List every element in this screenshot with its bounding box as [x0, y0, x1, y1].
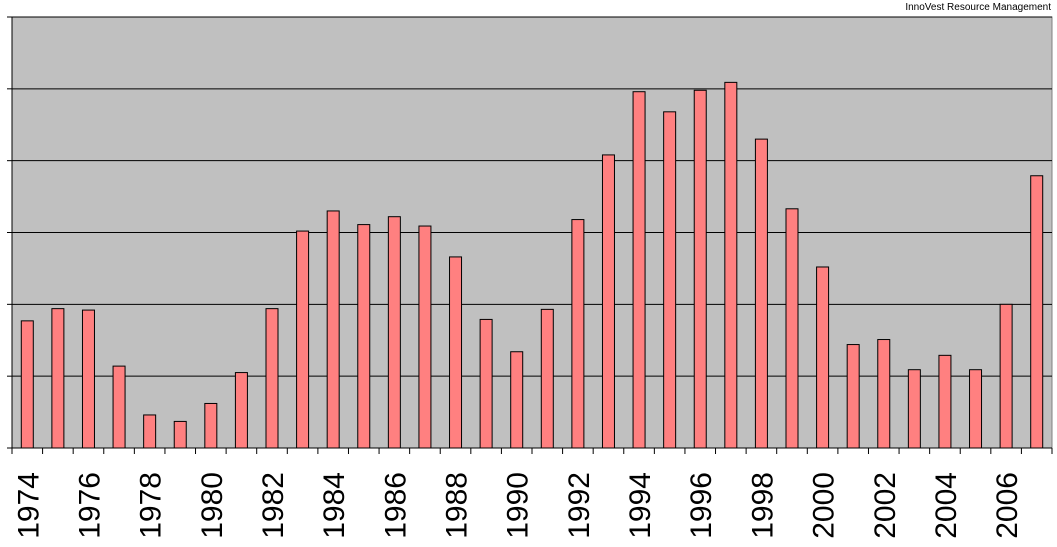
x-tick-label: 1982 [257, 472, 290, 539]
bar-1987 [418, 225, 432, 449]
bar-1980 [204, 402, 218, 449]
x-tick-label: 1978 [135, 472, 168, 539]
x-tick-label: 1976 [73, 472, 106, 539]
bar-1997 [724, 81, 738, 449]
bar-2007 [1030, 175, 1044, 449]
x-tick-label: 1988 [441, 472, 474, 539]
x-tick-label: 1986 [379, 472, 412, 539]
x-axis-labels: 1974 1976 1978 1980 1982 1984 1986 1988 1990 1992… [12, 472, 1024, 539]
bar-1981 [234, 372, 248, 449]
x-tick-label: 2004 [930, 472, 963, 539]
x-tick-label: 1998 [746, 472, 779, 539]
x-tick-label: 1990 [502, 472, 535, 539]
watermark-text: InnoVest Resource Management [905, 2, 1051, 13]
x-tick-label: 1980 [196, 472, 229, 539]
bar-2002 [877, 339, 891, 449]
bar-1993 [601, 154, 615, 449]
bar-1975 [51, 308, 65, 449]
bar-2001 [846, 344, 860, 449]
x-axis-ticks [11, 448, 1053, 454]
bar-1991 [540, 308, 554, 449]
bar-1984 [326, 210, 340, 449]
bar-1995 [663, 111, 677, 449]
bar-1996 [693, 89, 707, 449]
x-tick-label: 2006 [991, 472, 1024, 539]
x-tick-label: 2002 [869, 472, 902, 539]
bar-1985 [357, 224, 371, 449]
bar-2006 [999, 303, 1013, 449]
bar-1979 [173, 420, 187, 449]
bars [20, 81, 1044, 449]
bar-1990 [510, 351, 524, 449]
x-tick-label: 1992 [563, 472, 596, 539]
x-tick-label: 1984 [318, 472, 351, 539]
x-tick-label: 1996 [685, 472, 718, 539]
bar-1994 [632, 91, 646, 449]
bar-2004 [938, 354, 952, 449]
bar-1998 [754, 138, 768, 449]
x-tick-label: 2000 [808, 472, 841, 539]
bar-1999 [785, 208, 799, 449]
bar-1974 [20, 320, 34, 449]
x-tick-label: 1994 [624, 472, 657, 539]
bar-2005 [969, 369, 983, 449]
y-axis-ticks [7, 16, 12, 449]
bar-1989 [479, 318, 493, 449]
bar-1976 [81, 309, 95, 449]
bar-1992 [571, 219, 585, 449]
bar-1988 [449, 256, 463, 449]
bar-1982 [265, 308, 279, 449]
bar-1978 [143, 414, 157, 449]
x-tick-label: 1974 [12, 472, 45, 539]
bar-2000 [816, 266, 830, 449]
bar-1977 [112, 365, 126, 449]
bar-1986 [387, 216, 401, 449]
bar-1983 [296, 230, 310, 449]
bar-2003 [907, 369, 921, 449]
